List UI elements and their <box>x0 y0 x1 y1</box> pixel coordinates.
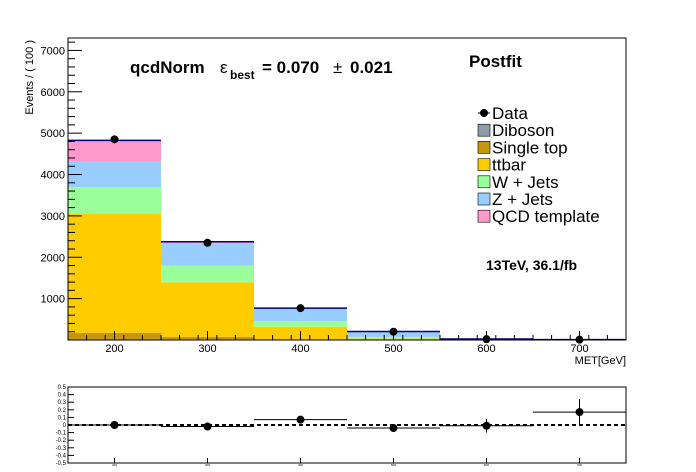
ratio-y-tick-label: 0.2 <box>58 408 67 414</box>
y-tick-label: 7000 <box>41 45 65 57</box>
ratio-x-tick-label: 700 <box>577 463 582 467</box>
fit-value: = 0.070 <box>262 58 319 77</box>
ratio-y-tick-label: 0.3 <box>58 400 67 406</box>
ratio-point <box>203 422 212 431</box>
y-axis-label: Events / ( 100 ) <box>24 40 36 115</box>
data-point <box>203 238 212 247</box>
legend-label: QCD template <box>492 207 600 226</box>
ratio-y-tick-label: -0.4 <box>56 453 67 459</box>
ratio-y-tick-label: -0.3 <box>56 446 67 452</box>
legend-label: ttbar <box>492 156 526 175</box>
ratio-y-tick-label: 0.4 <box>58 393 67 399</box>
y-tick-label: 5000 <box>41 128 65 140</box>
legend-swatch <box>477 175 491 189</box>
y-tick-label: 2000 <box>41 252 65 264</box>
x-tick-label: 700 <box>570 343 588 355</box>
fit-epsilon-symbol: ε <box>220 58 228 77</box>
legend-swatch <box>477 209 491 223</box>
bar-w-jets <box>68 187 161 214</box>
ratio-points <box>68 399 626 433</box>
ratio-point <box>482 421 491 430</box>
x-tick-label: 400 <box>291 343 309 355</box>
ratio-y-tick-label: 0 <box>63 423 67 429</box>
fit-epsilon-subscript: best <box>230 68 255 82</box>
bar-qcd-template <box>68 140 161 162</box>
ratio-x-tick-label: 400 <box>298 463 303 467</box>
legend-label: Single top <box>492 138 568 157</box>
ratio-point <box>110 421 119 429</box>
main-axes: 1000 2000 3000 4000 5000 6000 7000 200 300 400 500… <box>41 37 627 355</box>
y-tick-label: 6000 <box>41 87 65 99</box>
postfit-label: Postfit <box>469 52 522 71</box>
ratio-y-tick-label: -0.2 <box>56 438 67 444</box>
legend-data-marker <box>480 109 488 117</box>
ratio-point <box>389 424 398 433</box>
y-tick-label: 1000 <box>41 294 65 306</box>
legend-swatch <box>477 158 491 171</box>
legend-label: Z + Jets <box>492 190 553 209</box>
legend-swatch <box>477 123 491 137</box>
ratio-y-tick-label: 0.1 <box>58 415 67 421</box>
fit-error: 0.021 <box>350 58 393 77</box>
x-tick-label: 300 <box>198 343 216 355</box>
x-tick-label: 500 <box>384 343 402 355</box>
ratio-point <box>575 408 584 417</box>
bar-z-jets <box>161 243 254 266</box>
ratio-y-tick-label: 0.5 <box>58 385 67 391</box>
ratio-y-tick-label: -0.5 <box>56 461 67 467</box>
ratio-x-tick-label: 600 <box>484 463 489 467</box>
fit-pm-symbol: ± <box>333 58 342 77</box>
bar-z-jets <box>68 161 161 188</box>
x-tick-label: 600 <box>477 343 495 355</box>
ratio-plot-area: -0.5 -0.4-0.3 -0.2-0.1 0 0.10.2 0.30.4 0.5 200 3… <box>56 385 627 467</box>
legend-swatch <box>477 192 491 206</box>
bar-w-jets <box>161 265 254 283</box>
bar-ttbar <box>161 282 254 337</box>
ratio-y-tick-label: -0.1 <box>56 431 67 437</box>
legend-label: Diboson <box>492 121 554 140</box>
y-tick-label: 4000 <box>41 170 65 182</box>
bar-w-jets <box>254 320 347 327</box>
legend-label: Data <box>492 104 528 123</box>
legend-swatch <box>477 141 491 154</box>
ratio-x-tick-label: 200 <box>112 463 117 467</box>
data-point <box>296 304 305 313</box>
legend-label: W + Jets <box>492 173 559 192</box>
ratio-x-tick-label: 300 <box>205 463 210 467</box>
y-tick-label: 3000 <box>41 211 65 223</box>
bar-z-jets <box>254 308 347 321</box>
bar-ttbar <box>68 213 161 333</box>
ratio-x-tick-label: 500 <box>391 463 396 467</box>
ratio-point <box>296 415 305 424</box>
data-point <box>110 135 119 144</box>
fit-label: qcdNorm <box>130 58 205 77</box>
energy-lumi-label: 13TeV, 36.1/fb <box>486 257 577 273</box>
x-tick-label: 200 <box>105 343 123 355</box>
x-axis-label: MET[GeV] <box>575 355 626 367</box>
